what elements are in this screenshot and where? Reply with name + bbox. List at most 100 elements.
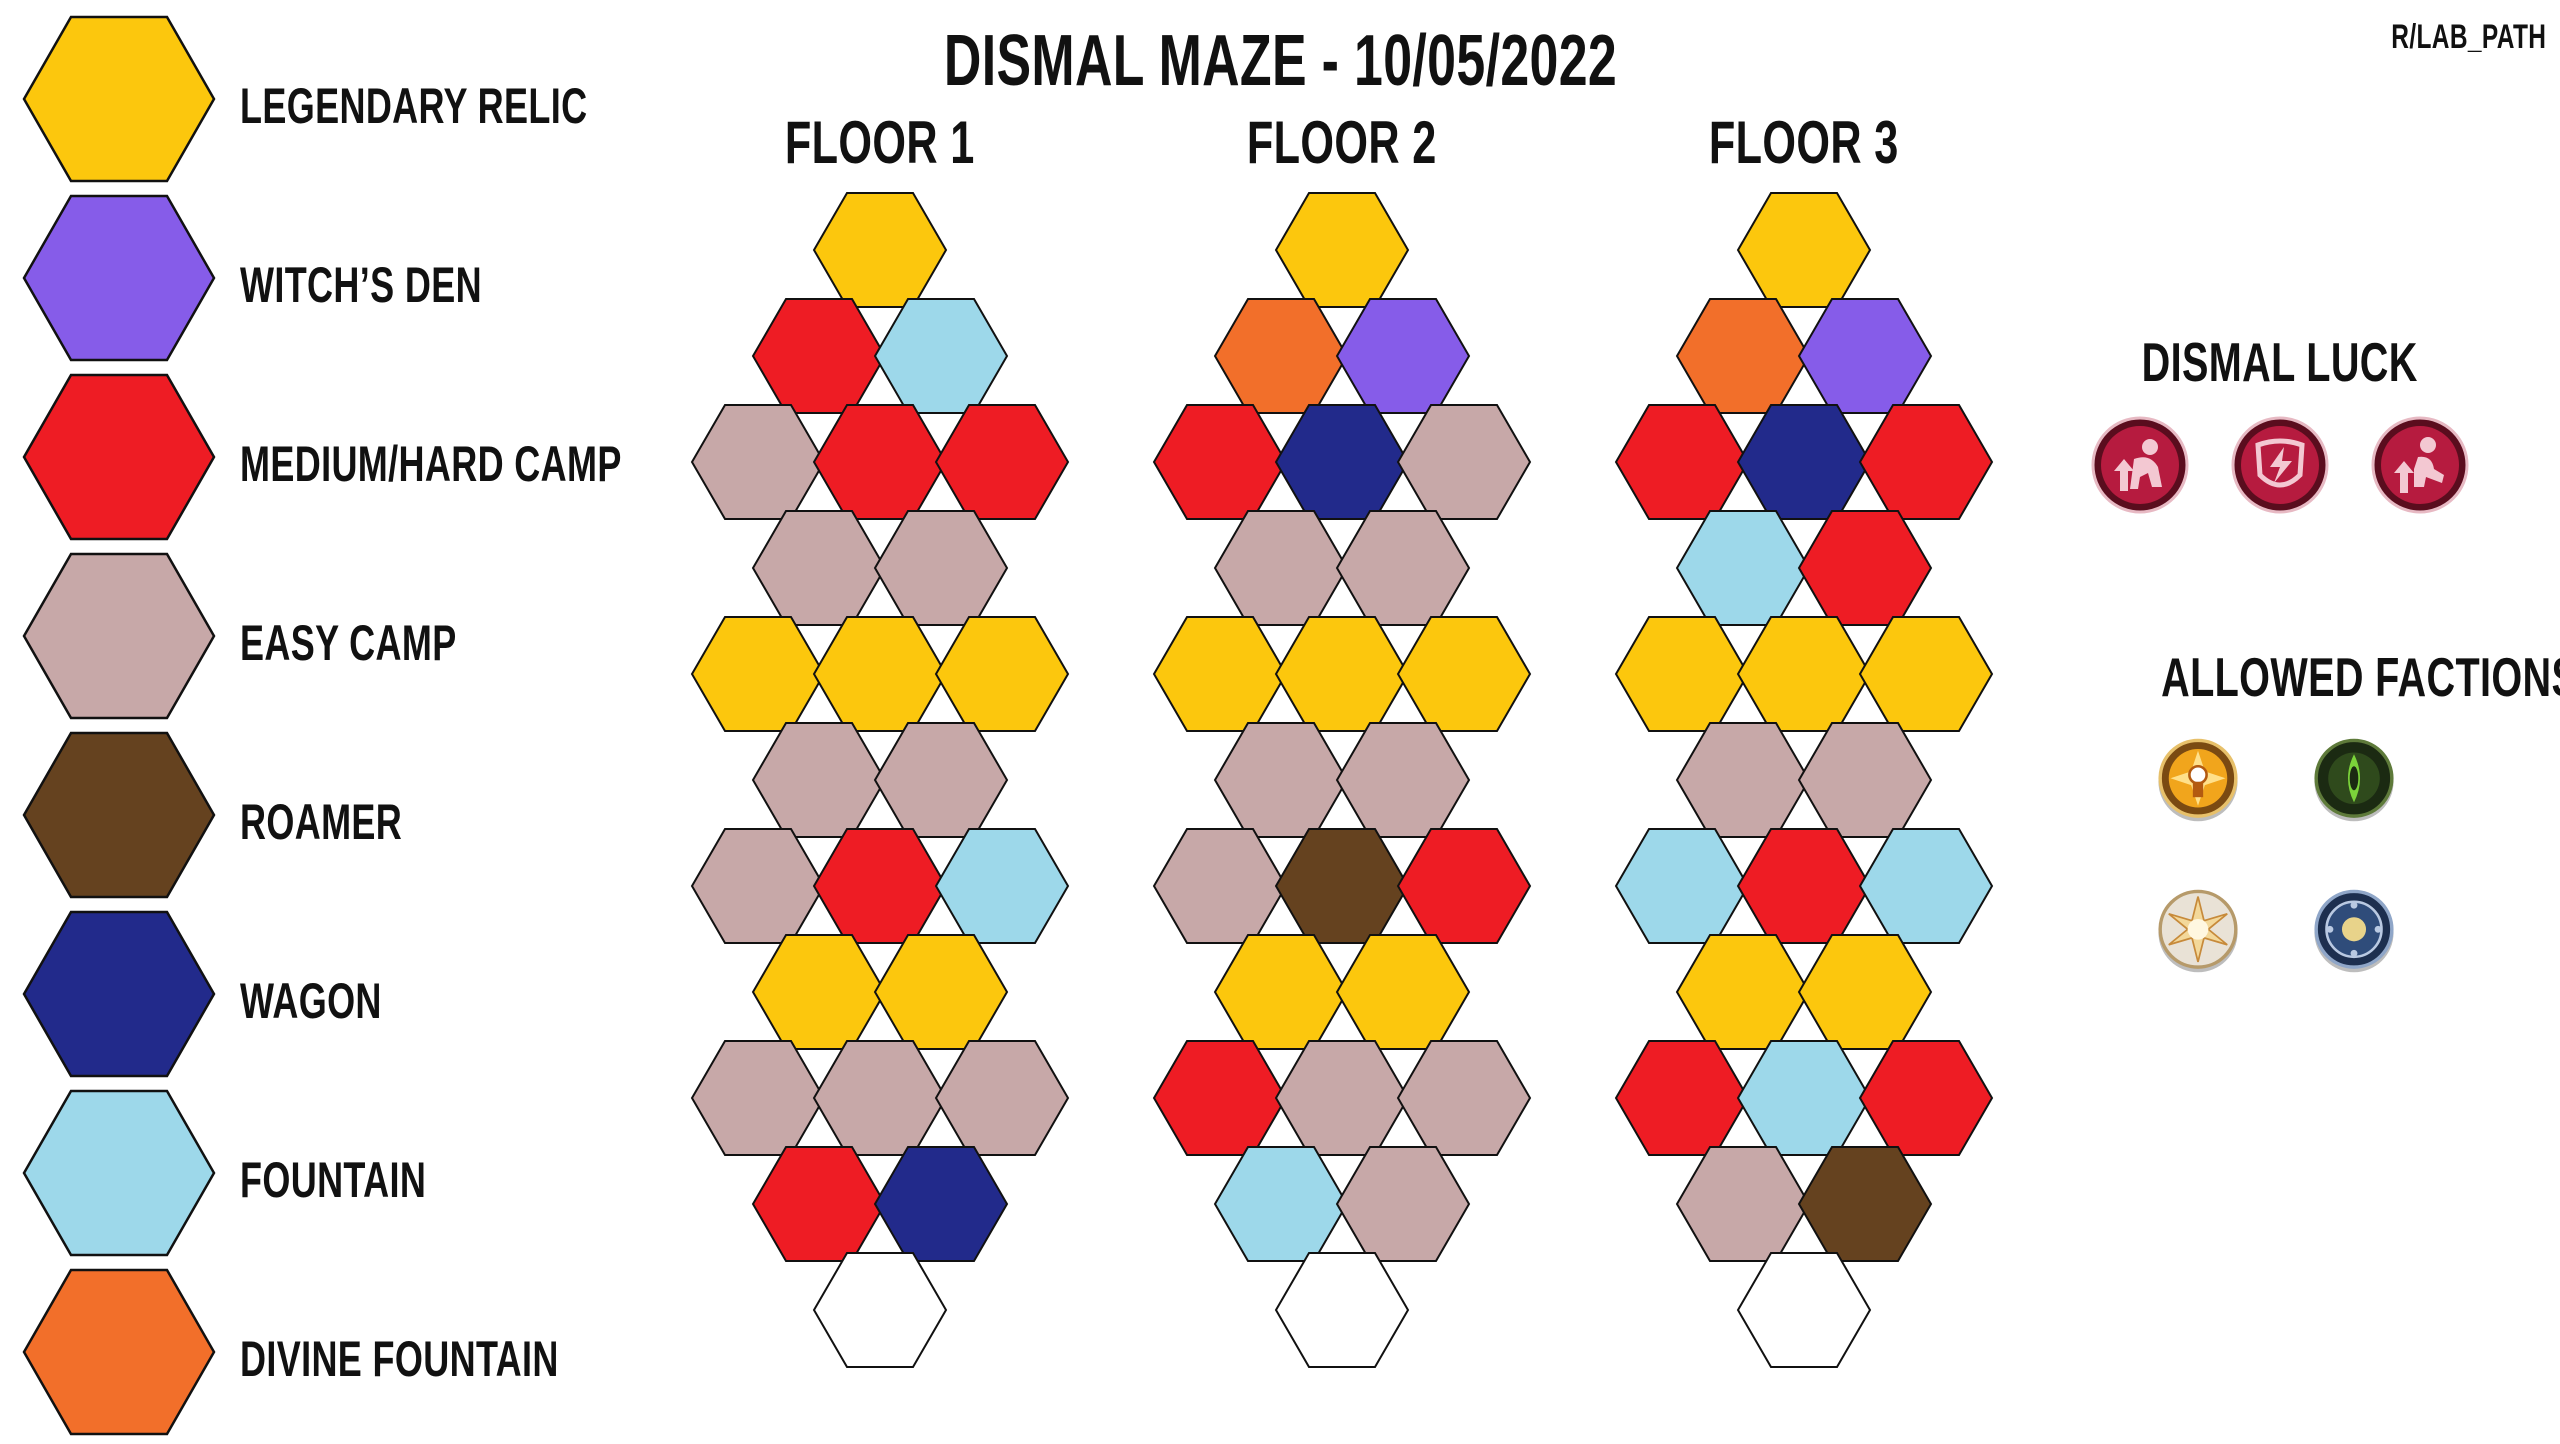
hex-tile-relic <box>1858 616 1994 732</box>
hex-tile-easy <box>1396 1040 1532 1156</box>
hex-tile-easy <box>690 828 826 944</box>
hex-tile-hard <box>812 828 948 944</box>
hex-tile-witch <box>1797 298 1933 414</box>
floor-title-2: FLOOR 2 <box>1247 109 1437 176</box>
hex-tile-relic <box>1213 934 1349 1050</box>
legend-label: FOUNTAIN <box>240 1152 427 1208</box>
hex-tile-fountain <box>934 828 1070 944</box>
strength-up-icon <box>2091 416 2189 514</box>
hex-tile-start <box>812 1252 948 1368</box>
floor-title-3: FLOOR 3 <box>1709 109 1899 176</box>
legend-item-legendary-relic: LEGENDARY RELIC <box>0 15 760 191</box>
hex-tile-easy <box>1213 510 1349 626</box>
legend-swatch-hard <box>22 373 216 541</box>
legend-item-medium-hard-camp: MEDIUM/HARD CAMP <box>0 373 760 549</box>
hex-tile-hard <box>1152 1040 1288 1156</box>
hex-tile-hard <box>1152 404 1288 520</box>
legend-label: WITCH’S DEN <box>240 257 482 313</box>
hex-tile-start <box>1274 1252 1410 1368</box>
hex-tile-hard <box>1797 510 1933 626</box>
lightbearer-faction-icon <box>2158 738 2238 822</box>
hex-tile-easy <box>1675 1146 1811 1262</box>
hex-tile-relic <box>873 934 1009 1050</box>
floor-2-tiles <box>1152 192 1532 1368</box>
hex-tile-relic <box>1797 934 1933 1050</box>
legend-swatch-roamer <box>22 731 216 899</box>
hex-tile-relic <box>1335 934 1471 1050</box>
hex-tile-relic <box>1274 616 1410 732</box>
hex-tile-fountain <box>1858 828 1994 944</box>
hex-tile-hard <box>1396 828 1532 944</box>
hex-tile-hard <box>1736 828 1872 944</box>
hex-tile-roamer <box>1274 828 1410 944</box>
legend-label: DIVINE FOUNTAIN <box>240 1331 559 1387</box>
hex-tile-easy <box>1797 722 1933 838</box>
hex-tile-relic <box>1152 616 1288 732</box>
hex-tile-witch <box>1335 298 1471 414</box>
hex-tile-relic <box>690 616 826 732</box>
hex-tile-easy <box>690 1040 826 1156</box>
hex-tile-easy <box>1396 404 1532 520</box>
hex-tile-easy <box>1335 510 1471 626</box>
hex-tile-hard <box>751 298 887 414</box>
hex-tile-easy <box>1335 1146 1471 1262</box>
hex-tile-easy <box>812 1040 948 1156</box>
floor-title-1: FLOOR 1 <box>785 109 975 176</box>
legend-swatch-easy <box>22 552 216 720</box>
hex-tile-start <box>1736 1252 1872 1368</box>
hex-tile-hard <box>812 404 948 520</box>
hex-tile-hard <box>1614 404 1750 520</box>
hex-tile-hard <box>751 1146 887 1262</box>
hex-tile-easy <box>1274 1040 1410 1156</box>
hex-tile-fountain <box>1675 510 1811 626</box>
hex-tile-hard <box>1858 1040 1994 1156</box>
legend-item-roamer: ROAMER <box>0 731 760 907</box>
hex-tile-fountain <box>1213 1146 1349 1262</box>
hex-tile-divine <box>1213 298 1349 414</box>
graveborn-dimensional-faction-icon <box>2314 889 2394 973</box>
hex-tile-relic <box>1675 934 1811 1050</box>
legend-swatch-relic <box>22 15 216 183</box>
legend-label: MEDIUM/HARD CAMP <box>240 436 622 492</box>
celestial-faction-icon <box>2158 889 2238 973</box>
hex-tile-easy <box>1152 828 1288 944</box>
hex-tile-easy <box>873 510 1009 626</box>
hex-tile-relic <box>1736 192 1872 308</box>
hex-tile-hard <box>934 404 1070 520</box>
legend-label: LEGENDARY RELIC <box>240 78 588 134</box>
legend-swatch-divine <box>22 1268 216 1436</box>
hex-tile-wagon <box>1736 404 1872 520</box>
page-title: DISMAL MAZE - 10/05/2022 <box>943 21 1617 101</box>
hex-tile-fountain <box>1736 1040 1872 1156</box>
hex-tile-easy <box>751 722 887 838</box>
hex-tile-easy <box>1213 722 1349 838</box>
legend-item-fountain: FOUNTAIN <box>0 1089 760 1265</box>
kneel-arrow-up-icon <box>2371 416 2469 514</box>
credit-label: R/LAB_PATH <box>2390 18 2546 56</box>
legend-swatch-wagon <box>22 910 216 1078</box>
legend-swatch-witch <box>22 194 216 362</box>
hex-tile-divine <box>1675 298 1811 414</box>
legend-item-easy-camp: EASY CAMP <box>0 552 760 728</box>
hex-tile-relic <box>1614 616 1750 732</box>
legend-item-witchs-den: WITCH’S DEN <box>0 194 760 370</box>
hex-tile-relic <box>1736 616 1872 732</box>
legend-label: ROAMER <box>240 794 403 850</box>
hex-tile-easy <box>873 722 1009 838</box>
wilder-faction-icon <box>2314 738 2394 822</box>
legend-label: WAGON <box>240 973 382 1029</box>
hex-tile-easy <box>690 404 826 520</box>
hex-tile-relic <box>1274 192 1410 308</box>
legend-item-wagon: WAGON <box>0 910 760 1086</box>
hex-tile-relic <box>812 192 948 308</box>
hex-tile-wagon <box>873 1146 1009 1262</box>
floor-3-tiles <box>1614 192 1994 1368</box>
hex-tile-relic <box>934 616 1070 732</box>
hex-tile-roamer <box>1797 1146 1933 1262</box>
hex-tile-relic <box>1396 616 1532 732</box>
hex-tile-easy <box>934 1040 1070 1156</box>
hex-tile-easy <box>751 510 887 626</box>
hex-tile-relic <box>812 616 948 732</box>
hex-tile-easy <box>1335 722 1471 838</box>
